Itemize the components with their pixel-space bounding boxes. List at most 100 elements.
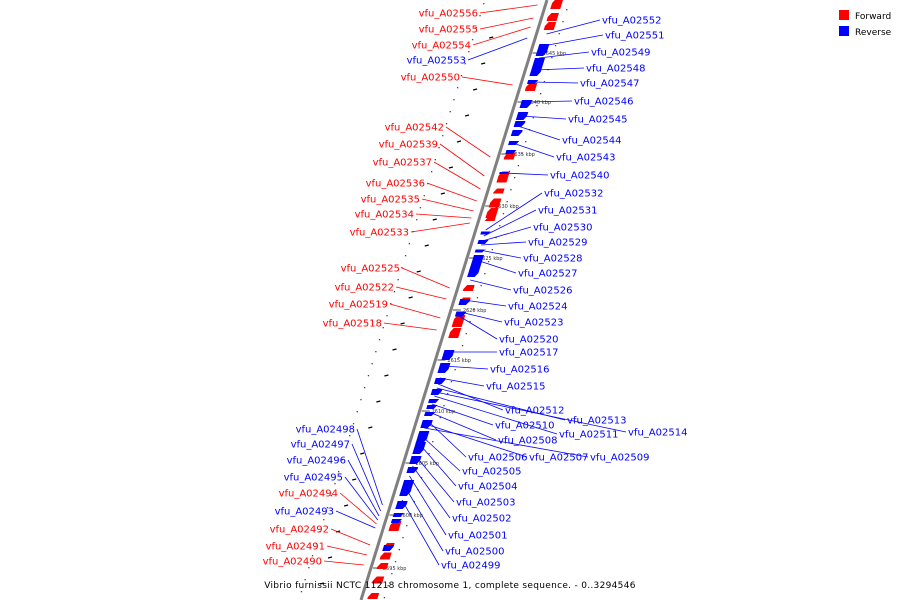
gene-label-vfu-a02543[interactable]: vfu_A02543 [556, 153, 615, 164]
leader-line [470, 279, 512, 291]
gene-label-vfu-a02544[interactable]: vfu_A02544 [562, 136, 621, 147]
gene-label-vfu-a02518[interactable]: vfu_A02518 [323, 319, 382, 330]
gene-label-vfu-a02509[interactable]: vfu_A02509 [590, 453, 649, 464]
leader-line [479, 17, 534, 30]
gene-label-vfu-a02520[interactable]: vfu_A02520 [499, 335, 558, 346]
gene-label-vfu-a02500[interactable]: vfu_A02500 [445, 547, 504, 558]
gene-label-vfu-a02494[interactable]: vfu_A02494 [279, 489, 338, 500]
gene-label-vfu-a02555[interactable]: vfu_A02555 [419, 25, 478, 36]
forward-gene-feature [484, 217, 496, 221]
leader-line [517, 125, 561, 141]
leader-line [525, 100, 573, 103]
leader-line [410, 222, 470, 233]
gene-label-vfu-a02511[interactable]: vfu_A02511 [559, 430, 618, 441]
gene-label-vfu-a02519[interactable]: vfu_A02519 [329, 300, 388, 311]
ruler-dot-right [458, 357, 460, 359]
gene-label-vfu-a02551[interactable]: vfu_A02551 [605, 31, 664, 42]
gene-label-vfu-a02501[interactable]: vfu_A02501 [448, 531, 507, 542]
gene-label-vfu-a02534[interactable]: vfu_A02534 [355, 210, 414, 221]
leader-line [542, 34, 604, 47]
leader-line [415, 455, 455, 503]
gene-label-vfu-a02550[interactable]: vfu_A02550 [401, 73, 460, 84]
ruler-dot-left [434, 159, 436, 161]
gene-label-vfu-a02508[interactable]: vfu_A02508 [498, 436, 557, 447]
leader-line [429, 411, 497, 441]
reverse-gene-feature [477, 240, 489, 244]
gene-label-vfu-a02490[interactable]: vfu_A02490 [263, 557, 322, 568]
tick-dash [360, 452, 365, 455]
gene-label-vfu-a02504[interactable]: vfu_A02504 [458, 482, 517, 493]
gene-label-vfu-a02527[interactable]: vfu_A02527 [518, 269, 577, 280]
gene-label-vfu-a02502[interactable]: vfu_A02502 [452, 514, 511, 525]
ruler-dot-left [300, 591, 303, 593]
gene-label-vfu-a02526[interactable]: vfu_A02526 [513, 286, 572, 297]
gene-label-vfu-a02525[interactable]: vfu_A02525 [341, 264, 400, 275]
gene-label-vfu-a02552[interactable]: vfu_A02552 [602, 16, 661, 27]
reverse-gene-feature [399, 480, 415, 496]
gene-label-vfu-a02532[interactable]: vfu_A02532 [544, 189, 603, 200]
ruler-dot-left [449, 111, 451, 113]
gene-label-vfu-a02540[interactable]: vfu_A02540 [550, 171, 609, 182]
reverse-gene-feature [467, 255, 484, 277]
gene-label-vfu-a02497[interactable]: vfu_A02497 [291, 440, 350, 451]
leader-line [434, 395, 558, 435]
gene-label-vfu-a02530[interactable]: vfu_A02530 [533, 223, 592, 234]
gene-label-vfu-a02516[interactable]: vfu_A02516 [490, 365, 549, 376]
gene-label-vfu-a02535[interactable]: vfu_A02535 [361, 195, 420, 206]
ruler-dot-right [566, 9, 568, 11]
ruler-dot-right [469, 321, 471, 323]
gene-label-vfu-a02554[interactable]: vfu_A02554 [412, 41, 471, 52]
gene-label-vfu-a02522[interactable]: vfu_A02522 [335, 283, 394, 294]
gene-label-vfu-a02547[interactable]: vfu_A02547 [580, 79, 639, 90]
gene-label-vfu-a02503[interactable]: vfu_A02503 [456, 498, 515, 509]
leader-line [472, 26, 531, 46]
gene-label-vfu-a02531[interactable]: vfu_A02531 [538, 206, 597, 217]
gene-label-vfu-a02546[interactable]: vfu_A02546 [574, 97, 633, 108]
ruler-dot-left [356, 411, 358, 413]
gene-label-vfu-a02498[interactable]: vfu_A02498 [296, 425, 355, 436]
ruler-dot-left [382, 327, 384, 329]
gene-label-vfu-a02548[interactable]: vfu_A02548 [586, 64, 645, 75]
gene-label-vfu-a02537[interactable]: vfu_A02537 [373, 158, 432, 169]
gene-label-vfu-a02515[interactable]: vfu_A02515 [486, 382, 545, 393]
ruler-dot-left [341, 459, 343, 461]
gene-label-vfu-a02517[interactable]: vfu_A02517 [499, 348, 558, 359]
gene-label-vfu-a02491[interactable]: vfu_A02491 [266, 542, 325, 553]
gene-label-vfu-a02529[interactable]: vfu_A02529 [528, 238, 587, 249]
gene-label-vfu-a02524[interactable]: vfu_A02524 [508, 302, 567, 313]
gene-label-vfu-a02510[interactable]: vfu_A02510 [495, 421, 554, 432]
ruler-dot-left [468, 51, 470, 53]
gene-label-vfu-a02495[interactable]: vfu_A02495 [284, 473, 343, 484]
gene-label-vfu-a02492[interactable]: vfu_A02492 [270, 525, 329, 536]
tick-dash [448, 166, 454, 169]
gene-label-vfu-a02507[interactable]: vfu_A02507 [529, 453, 588, 464]
gene-label-vfu-a02523[interactable]: vfu_A02523 [504, 318, 563, 329]
gene-label-vfu-a02556[interactable]: vfu_A02556 [419, 9, 478, 20]
ruler-dot-right [402, 537, 404, 539]
gene-label-vfu-a02505[interactable]: vfu_A02505 [462, 467, 521, 478]
leader-line [426, 419, 467, 458]
gene-label-vfu-a02512[interactable]: vfu_A02512 [505, 406, 564, 417]
gene-label-vfu-a02539[interactable]: vfu_A02539 [379, 140, 438, 151]
gene-label-vfu-a02545[interactable]: vfu_A02545 [568, 115, 627, 126]
gene-label-vfu-a02549[interactable]: vfu_A02549 [591, 48, 650, 59]
gene-label-vfu-a02533[interactable]: vfu_A02533 [350, 228, 409, 239]
gene-label-vfu-a02553[interactable]: vfu_A02553 [407, 56, 466, 67]
ruler-dot-right [562, 21, 564, 23]
ruler-dot-right [391, 573, 393, 575]
leader-line [326, 545, 368, 556]
leader-line [482, 226, 532, 242]
gene-label-vfu-a02493[interactable]: vfu_A02493 [275, 507, 334, 518]
gene-label-vfu-a02506[interactable]: vfu_A02506 [468, 453, 527, 464]
gene-label-vfu-a02536[interactable]: vfu_A02536 [366, 179, 425, 190]
leader-line [415, 213, 472, 219]
gene-label-vfu-a02513[interactable]: vfu_A02513 [567, 416, 626, 427]
gene-label-vfu-a02514[interactable]: vfu_A02514 [628, 428, 687, 439]
ruler-dot-right [487, 261, 490, 263]
leader-line [479, 249, 522, 259]
gene-label-vfu-a02499[interactable]: vfu_A02499 [441, 561, 500, 572]
ruler-dot-left [364, 387, 366, 389]
gene-label-vfu-a02528[interactable]: vfu_A02528 [523, 254, 582, 265]
gene-label-vfu-a02496[interactable]: vfu_A02496 [287, 456, 346, 467]
gene-label-vfu-a02542[interactable]: vfu_A02542 [385, 123, 444, 134]
